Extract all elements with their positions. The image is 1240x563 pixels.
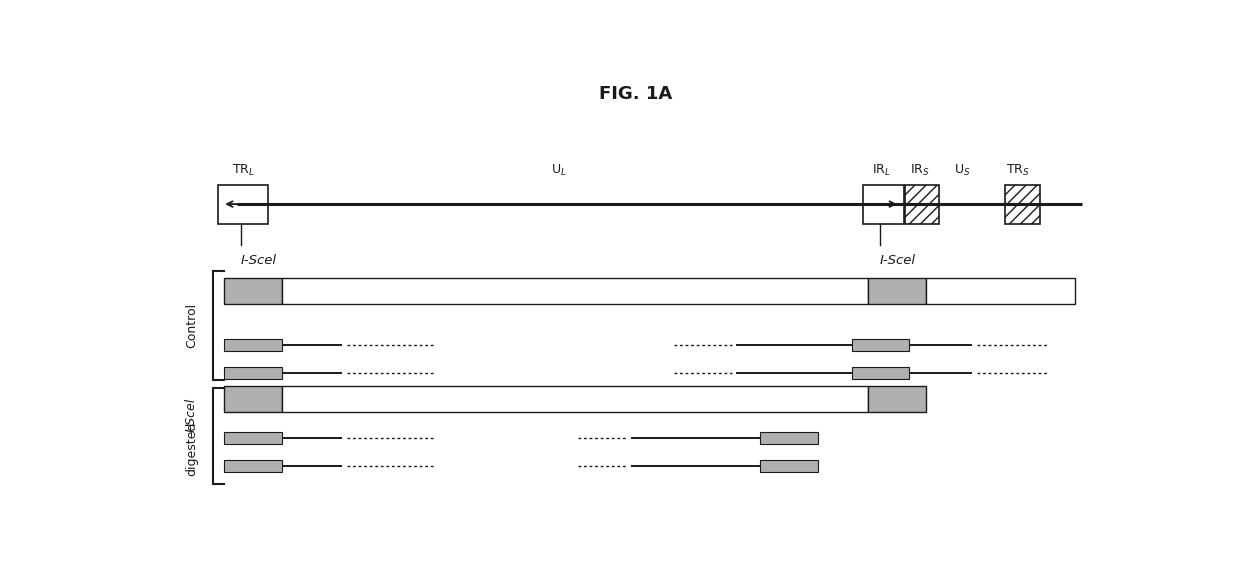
Text: I-Scel: I-Scel	[241, 254, 277, 267]
Text: TR$_L$: TR$_L$	[232, 163, 254, 178]
Bar	[852, 367, 909, 379]
Bar	[760, 461, 818, 472]
Bar	[218, 185, 268, 224]
Text: TR$_S$: TR$_S$	[1006, 163, 1030, 178]
Bar	[868, 386, 926, 412]
Bar	[281, 278, 868, 304]
Text: U$_L$: U$_L$	[551, 163, 567, 178]
Bar	[224, 386, 281, 412]
Bar	[852, 339, 909, 351]
Text: Control: Control	[185, 303, 198, 348]
Bar	[863, 185, 904, 224]
Bar	[1006, 185, 1040, 224]
Text: U$_S$: U$_S$	[954, 163, 971, 178]
Bar	[868, 278, 926, 304]
Text: digested: digested	[185, 422, 198, 476]
Bar	[224, 367, 281, 379]
Text: FIG. 1A: FIG. 1A	[599, 85, 672, 103]
Bar	[760, 432, 818, 444]
Text: IR$_S$: IR$_S$	[910, 163, 930, 178]
Bar	[281, 386, 868, 412]
Text: IR$_L$: IR$_L$	[872, 163, 890, 178]
Text: I-Scel: I-Scel	[879, 254, 915, 267]
Bar	[905, 185, 939, 224]
Bar	[224, 432, 281, 444]
Bar	[224, 461, 281, 472]
Text: I-Scel: I-Scel	[185, 398, 198, 432]
Bar	[224, 278, 281, 304]
Bar	[926, 278, 1075, 304]
Bar	[224, 339, 281, 351]
